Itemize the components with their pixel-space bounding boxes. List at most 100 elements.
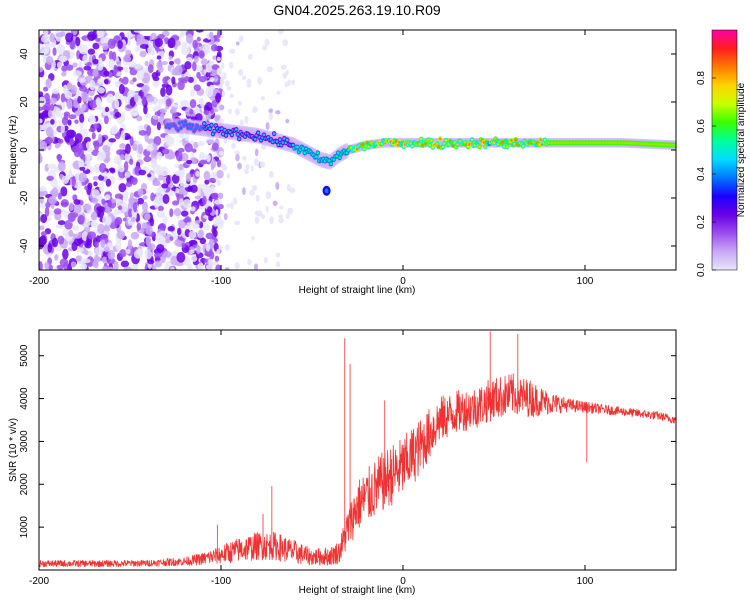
ridge-core [208,127,212,131]
noise-blob [237,162,242,170]
ridge-core [502,145,506,148]
noise-blob [138,124,145,131]
x-tick-label: -100 [211,276,231,287]
noise-blob [280,64,287,70]
noise-blob [78,158,84,168]
noise-blob [130,177,138,186]
noise-blob [56,61,62,69]
noise-blob [150,158,158,168]
noise-blob [169,236,174,242]
y-tick-label: 4000 [19,387,30,410]
ridge-core [296,145,299,149]
noise-blob [97,223,105,235]
noise-blob [165,98,172,107]
noise-blob [57,235,65,245]
noise-blob [62,228,69,237]
noise-blob [108,138,117,143]
noise-blob [101,198,106,205]
ridge-core [285,138,289,142]
noise-blob [187,186,193,192]
noise-blob [287,207,294,215]
ridge-core [470,138,474,142]
noise-blob [265,122,270,131]
noise-blob [59,258,69,267]
y-tick-label: 5000 [19,344,30,367]
ridge-core [338,156,341,159]
noise-blob [108,59,115,69]
noise-blob [222,72,227,80]
noise-blob [187,263,193,270]
ridge-core [213,129,216,133]
noise-blob [121,111,126,123]
noise-blob [124,171,131,178]
noise-blob [122,76,129,85]
noise-blob [92,123,100,129]
noise-blob [142,195,148,200]
noise-blob [44,206,50,217]
noise-blob [234,220,241,226]
noise-blob [97,86,105,94]
noise-blob [92,42,100,50]
noise-blob [136,69,145,81]
noise-blob [60,124,65,134]
noise-blob [185,172,192,182]
x-tick-label: -200 [29,276,49,287]
noise-blob [206,154,211,163]
noise-blob [122,55,132,63]
noise-blob [247,258,252,266]
spectrogram-y-axis: -40 -20 0 20 40 [19,48,676,253]
noise-blob [92,58,99,65]
noise-blob [93,140,100,151]
noise-blob [106,141,113,147]
noise-blob [67,119,72,126]
noise-blob [255,194,260,202]
noise-blob [116,149,125,156]
ridge-core [188,123,191,127]
noise-blob [129,192,134,204]
noise-blob [105,178,112,187]
noise-blob [195,170,201,177]
noise-blob [69,202,74,211]
colorbar-tick-label: 0.2 [696,215,707,229]
noise-blob [209,31,214,39]
noise-blob [69,138,75,146]
ridge-core [492,141,496,145]
noise-blob [72,225,80,232]
noise-blob [195,64,203,72]
noise-blob [290,79,296,86]
noise-blob [156,55,162,60]
ridge-core [316,151,320,155]
noise-blob [66,98,73,110]
noise-blob [115,71,123,77]
ridge-core [178,121,181,125]
noise-blob [59,31,66,37]
snr-series-line [39,331,676,568]
noise-blob [159,108,167,114]
noise-blob [46,175,54,181]
snr-x-axis: -200 -100 0 100 [29,330,594,587]
noise-blob [129,136,134,146]
noise-blob [269,216,275,225]
noise-blob [194,113,203,122]
noise-blob [167,37,176,49]
noise-blob [90,221,95,227]
noise-blob [78,172,87,183]
noise-blob [215,264,222,270]
noise-blob [49,97,57,105]
ridge-core [521,144,525,148]
noise-blob [56,264,65,270]
noise-blob [241,75,247,81]
ridge-core [361,143,365,146]
noise-blob [147,138,156,145]
noise-blob [249,189,256,196]
noise-blob [198,50,205,59]
ridge-core [315,155,318,158]
noise-blob [216,159,222,168]
noise-blob [97,78,104,85]
noise-blob [194,219,201,224]
noise-blob [114,112,122,118]
noise-blob [61,71,67,77]
noise-blob [206,139,215,144]
noise-blob [97,133,103,144]
colorbar-tick-label: 0.6 [696,119,707,133]
